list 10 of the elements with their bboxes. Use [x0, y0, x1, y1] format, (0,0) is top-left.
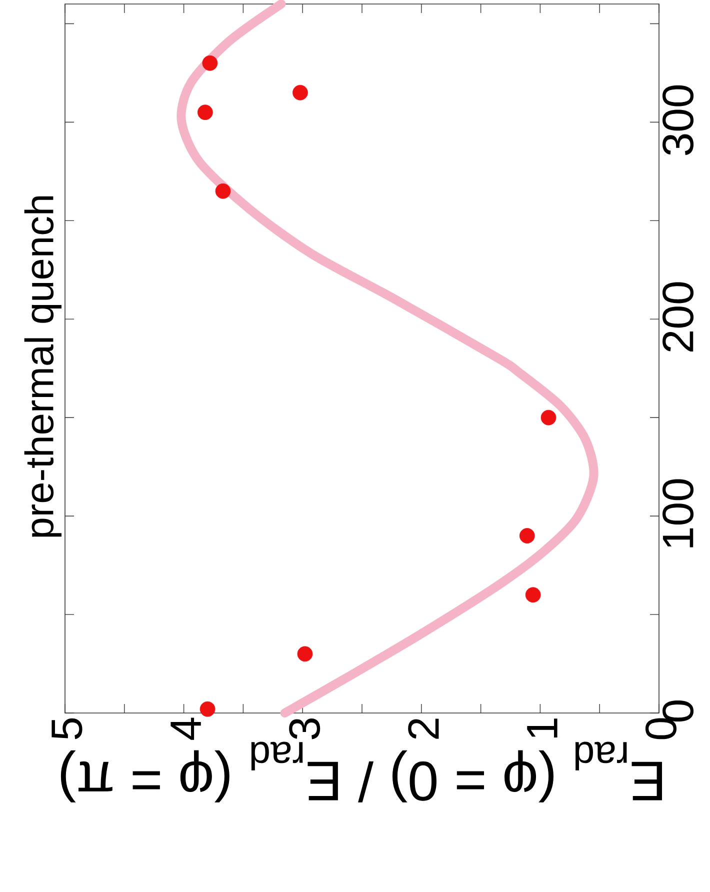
y-tick-label: 300	[662, 85, 694, 156]
y-tick-label: 200	[662, 282, 694, 352]
x-axis-title: E$_{rad}$ (φ = 0) / E$_{rad}$ (φ = π)	[60, 742, 662, 802]
x-tick-label: 4	[170, 718, 201, 740]
x-tick-label: 5	[52, 718, 82, 740]
x-tick-label: 3	[289, 718, 320, 740]
text: pre-thermal quench	[24, 196, 62, 537]
x-tick-label: 2	[408, 718, 439, 739]
x-tick-label: 1	[527, 718, 558, 738]
y-tick-label: 100	[662, 479, 694, 548]
